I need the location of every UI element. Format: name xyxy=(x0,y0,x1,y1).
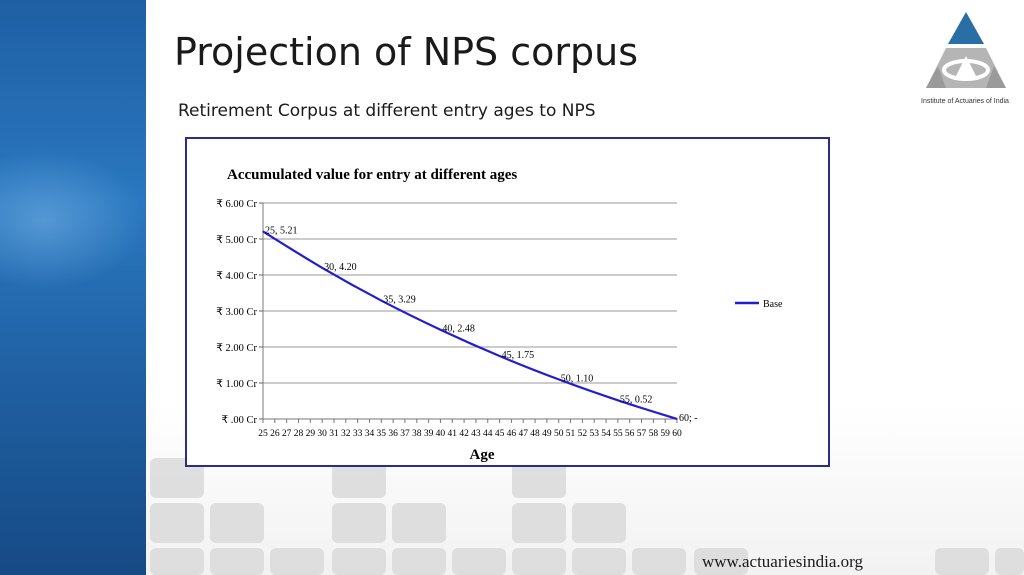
x-tick-label: 35 xyxy=(377,429,387,439)
x-tick-label: 52 xyxy=(578,429,588,439)
background-tile xyxy=(392,548,446,575)
y-tick-label: ₹ 6.00 Cr xyxy=(216,198,257,210)
y-tick-label: ₹ 2.00 Cr xyxy=(216,342,257,354)
data-label: 50, 1.10 xyxy=(561,373,594,384)
x-tick-label: 27 xyxy=(282,429,292,439)
x-tick-label: 54 xyxy=(601,429,611,439)
background-tile xyxy=(694,548,748,575)
x-tick-label: 38 xyxy=(412,429,422,439)
sidebar-shine xyxy=(0,150,146,290)
x-tick-label: 26 xyxy=(270,429,280,439)
background-tile xyxy=(572,503,626,543)
x-tick-label: 51 xyxy=(566,429,576,439)
background-tile xyxy=(995,548,1024,575)
data-label: 40, 2.48 xyxy=(442,324,475,335)
x-tick-label: 31 xyxy=(329,429,339,439)
x-tick-label: 50 xyxy=(554,429,564,439)
x-tick-label: 49 xyxy=(542,429,552,439)
x-tick-label: 36 xyxy=(388,429,398,439)
data-label: 25, 5.21 xyxy=(265,225,298,236)
legend-label-base: Base xyxy=(763,299,783,310)
data-point xyxy=(262,230,264,233)
chart-data-labels: 25, 5.21 30, 4.20 35, 3.29 40, 2.48 45, 1.75… xyxy=(265,225,698,424)
x-tick-label: 37 xyxy=(400,429,410,439)
chart-legend: Base xyxy=(735,299,783,310)
x-tick-label: 43 xyxy=(471,429,481,439)
chart-frame: Accumulated value for entry at different… xyxy=(185,137,830,467)
background-tile xyxy=(332,503,386,543)
x-tick-label: 33 xyxy=(353,429,363,439)
x-tick-label: 59 xyxy=(660,429,670,439)
background-tile xyxy=(512,548,566,575)
data-point xyxy=(439,329,442,331)
background-tile xyxy=(632,548,686,575)
background-tile xyxy=(210,503,264,543)
x-tick-label: 46 xyxy=(507,429,517,439)
data-label: 45, 1.75 xyxy=(502,350,534,361)
background-tile xyxy=(150,503,204,543)
actuaries-logo-icon xyxy=(926,12,1006,88)
background-tile xyxy=(572,548,626,575)
x-tick-label: 44 xyxy=(483,429,493,439)
line-chart: Accumulated value for entry at different… xyxy=(216,167,783,463)
x-tick-label: 25 xyxy=(258,429,268,439)
x-tick-label: 28 xyxy=(294,429,304,439)
background-tile xyxy=(512,503,566,543)
footer-website: www.actuariesindia.org xyxy=(702,552,863,571)
sidebar-decoration xyxy=(0,0,146,575)
x-tick-label: 56 xyxy=(625,429,635,439)
data-point xyxy=(558,378,560,380)
data-label: 60; - xyxy=(679,413,698,424)
data-point xyxy=(380,299,382,302)
x-axis: 25 26 27 28 29 30 31 32 33 34 35 36 37 38 39 40 41 42 43 44… xyxy=(258,418,682,439)
series-line-base xyxy=(262,230,678,421)
background-tile xyxy=(210,548,264,575)
chart-series xyxy=(262,230,678,421)
data-point xyxy=(498,355,501,357)
background-tile xyxy=(270,548,324,575)
x-tick-label: 39 xyxy=(424,429,434,439)
x-tick-label: 32 xyxy=(341,429,351,439)
x-tick-label: 47 xyxy=(518,429,528,439)
chart-title: Accumulated value for entry at different… xyxy=(227,167,517,183)
data-label: 55, 0.52 xyxy=(620,394,653,405)
x-tick-label: 42 xyxy=(459,429,469,439)
background-tile xyxy=(150,548,204,575)
x-tick-label: 58 xyxy=(649,429,659,439)
y-tick-label: ₹ .00 Cr xyxy=(221,414,257,426)
x-tick-label: 30 xyxy=(317,429,327,439)
x-tick-label: 34 xyxy=(365,429,375,439)
x-tick-label: 53 xyxy=(589,429,599,439)
x-tick-label: 55 xyxy=(613,429,623,439)
x-tick-label: 57 xyxy=(637,429,647,439)
slide-title: Projection of NPS corpus xyxy=(174,30,638,74)
x-tick-label: 60 xyxy=(672,429,682,439)
x-axis-title: Age xyxy=(470,447,495,463)
y-tick-label: ₹ 3.00 Cr xyxy=(216,306,257,318)
data-label: 30, 4.20 xyxy=(324,262,357,273)
y-tick-label: ₹ 4.00 Cr xyxy=(216,270,257,282)
x-tick-label: 41 xyxy=(448,429,458,439)
logo-caption: Institute of Actuaries of India xyxy=(921,98,1009,105)
data-point xyxy=(676,418,678,420)
background-tile xyxy=(392,503,446,543)
x-tick-label: 45 xyxy=(495,429,505,439)
chart-gridlines xyxy=(263,202,677,420)
x-tick-label: 40 xyxy=(436,429,446,439)
x-tick-label: 48 xyxy=(530,429,540,439)
data-point xyxy=(617,399,619,401)
x-tick-label: 29 xyxy=(306,429,316,439)
y-axis: ₹ .00 Cr ₹ 1.00 Cr ₹ 2.00 Cr ₹ 3.00 Cr ₹ 4.0… xyxy=(216,198,264,426)
y-tick-label: ₹ 5.00 Cr xyxy=(216,234,257,246)
y-tick-label: ₹ 1.00 Cr xyxy=(216,378,257,390)
background-tile xyxy=(452,548,506,575)
data-point xyxy=(321,267,323,269)
data-label: 35, 3.29 xyxy=(383,295,416,306)
background-tile xyxy=(935,548,989,575)
background-tile xyxy=(332,548,386,575)
slide-subtitle: Retirement Corpus at different entry age… xyxy=(178,101,596,121)
